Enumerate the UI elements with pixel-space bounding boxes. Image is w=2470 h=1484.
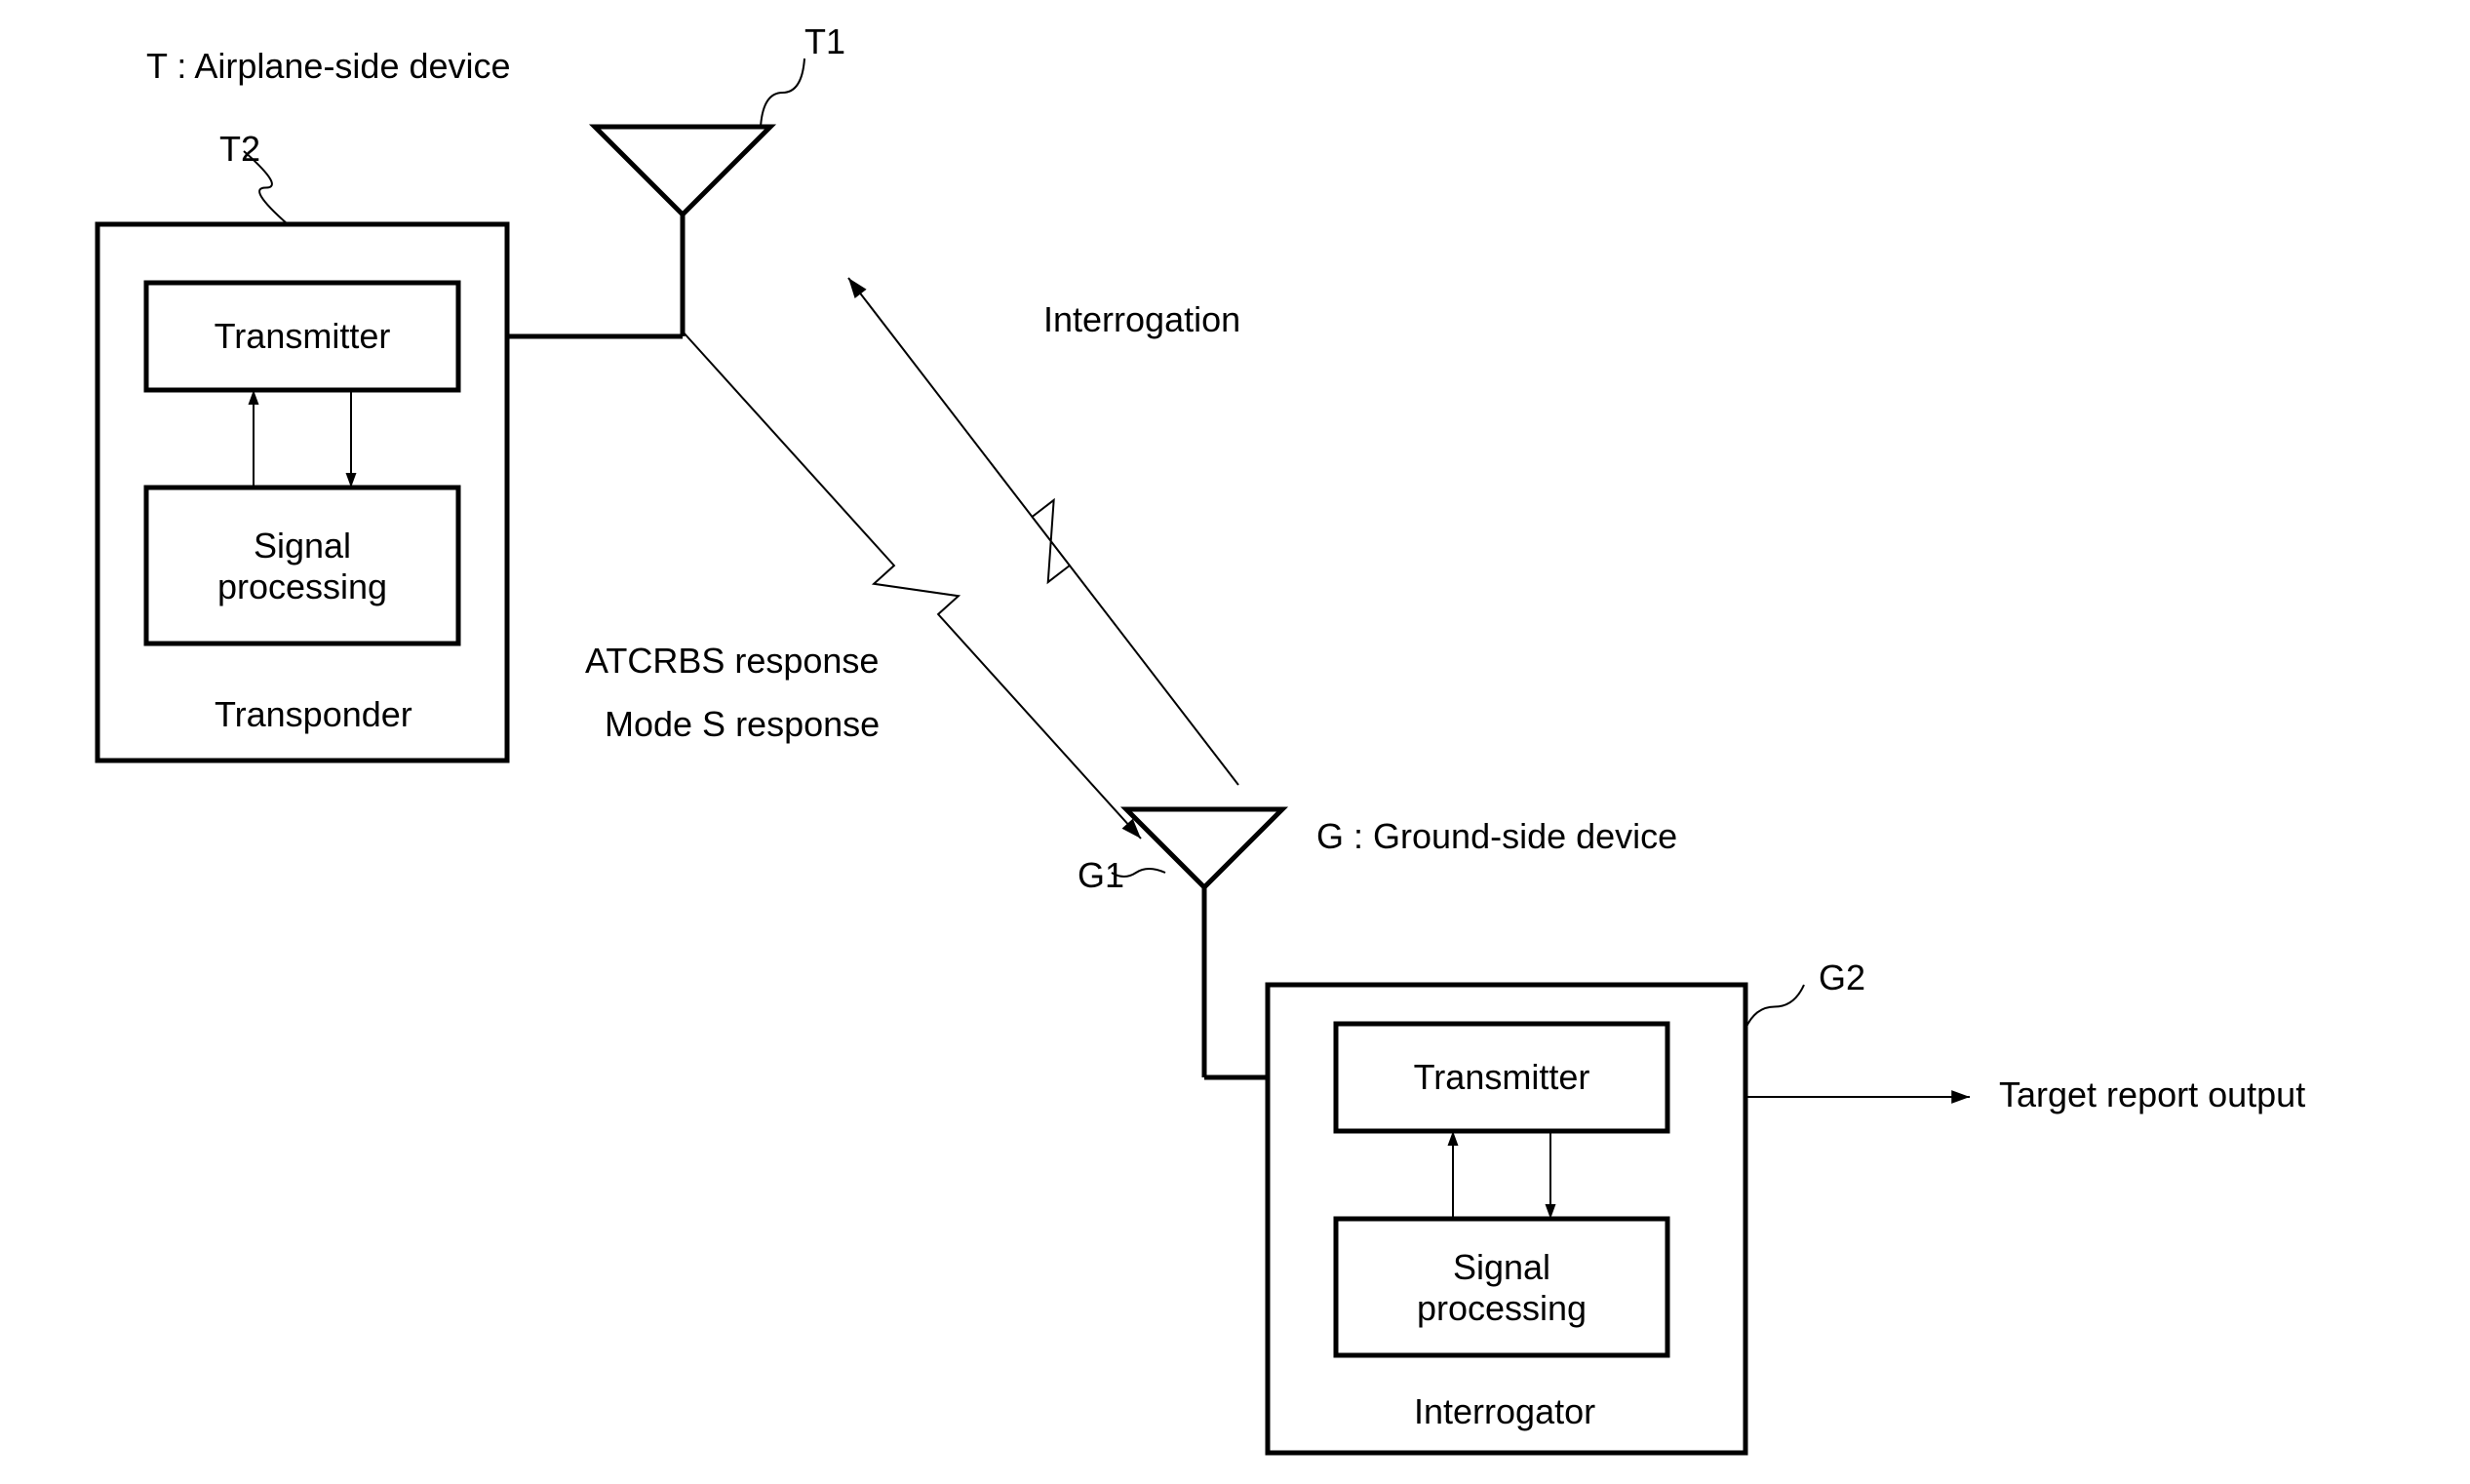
airplane-title: T : Airplane-side device — [146, 46, 511, 86]
transponder-signal-processing — [146, 488, 458, 644]
label-g2: G2 — [1819, 957, 1865, 997]
label-mode-s: Mode S response — [605, 704, 880, 744]
sp-label-g2: processing — [1417, 1288, 1587, 1328]
sp-label-1: Signal — [254, 526, 351, 566]
label-target-out: Target report output — [1999, 1074, 2305, 1114]
ground-title: G : Ground-side device — [1316, 816, 1677, 856]
label-t1: T1 — [804, 21, 845, 61]
sp-label-2: processing — [217, 566, 387, 606]
atc-diagram: TransponderTransmitterSignalprocessingIn… — [0, 0, 2470, 1484]
transmitter-label-g: Transmitter — [1414, 1057, 1590, 1097]
interrogator-caption: Interrogator — [1414, 1391, 1595, 1431]
label-atcrbs: ATCRBS response — [585, 641, 879, 681]
transponder-box — [98, 224, 507, 761]
label-t2: T2 — [219, 129, 260, 169]
interrogator-signal-processing — [1336, 1219, 1667, 1355]
label-interrogation: Interrogation — [1043, 299, 1240, 339]
transmitter-label: Transmitter — [215, 316, 391, 356]
transponder-caption: Transponder — [215, 694, 412, 734]
sp-label-g1: Signal — [1453, 1247, 1550, 1287]
label-g1: G1 — [1078, 855, 1124, 895]
